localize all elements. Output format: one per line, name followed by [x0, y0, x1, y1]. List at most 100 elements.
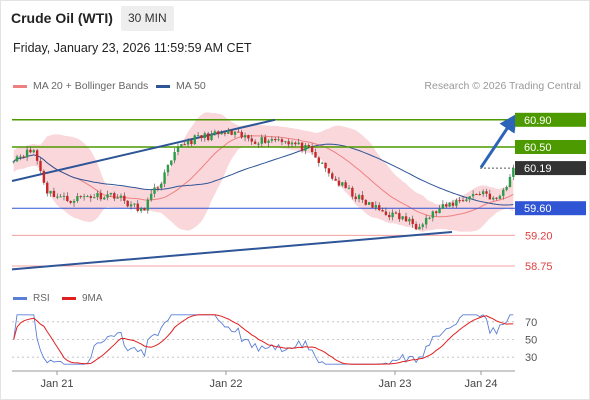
candle-body [160, 183, 163, 188]
bollinger-band-area [13, 112, 514, 232]
candle-body [206, 133, 210, 141]
candle-body [297, 142, 300, 145]
legend-item-rsi: RSI [13, 293, 50, 304]
price-levels [12, 119, 515, 267]
9ma-swatch-icon [62, 297, 76, 300]
upper-trendline [11, 118, 276, 182]
candle-body [394, 212, 398, 214]
trendlines [11, 118, 453, 271]
candles [12, 127, 515, 231]
legend-label-ma20: MA 20 + Bollinger Bands [33, 80, 149, 92]
candle-body [89, 196, 93, 198]
pivot-label: 59.60 [524, 203, 552, 215]
candle-body [317, 157, 321, 163]
last-price-label: 60.19 [524, 163, 552, 175]
candle-body [344, 182, 347, 189]
candle-body [451, 202, 455, 206]
candle-body [25, 149, 29, 158]
candle-body [341, 182, 344, 186]
candle-body [388, 214, 391, 218]
candle-body [247, 135, 250, 139]
legend-label-ma50: MA 50 [176, 80, 206, 92]
candle-body [92, 197, 96, 199]
candle-body [263, 137, 267, 143]
candle-body [220, 132, 223, 135]
candle-body [361, 195, 364, 200]
candle-body [267, 140, 270, 143]
candle-body [210, 134, 213, 141]
ma50-line [13, 143, 514, 206]
candle-body [193, 135, 196, 145]
candle-body [334, 178, 337, 181]
rsi-ma-line [13, 314, 514, 365]
legend-label-9ma: 9MA [82, 293, 103, 304]
candle-body [512, 168, 515, 177]
candle-body [505, 187, 508, 190]
candle-body [52, 190, 56, 198]
candle-body [35, 150, 39, 161]
timeframe-button[interactable]: 30 MIN [121, 6, 174, 31]
candle-body [66, 195, 69, 201]
candle-body [253, 141, 257, 144]
candle-body [72, 200, 76, 203]
candle-body [32, 150, 35, 153]
candle-body [200, 135, 203, 139]
candle-body [371, 202, 374, 208]
instrument-title: Crude Oil (WTI) [11, 10, 113, 26]
candle-body [418, 226, 421, 230]
candle-body [116, 197, 119, 199]
x-tick-label: Jan 21 [40, 378, 73, 390]
candle-body [240, 131, 243, 138]
candle-body [126, 200, 129, 207]
candle-body [351, 187, 354, 197]
candle-body [86, 196, 89, 198]
legend-item-ma50: MA 50 [156, 80, 206, 92]
candle-body [146, 199, 150, 211]
candle-body [314, 151, 317, 158]
bollinger-band [13, 112, 514, 232]
candle-body [79, 196, 82, 198]
candle-body [428, 217, 431, 219]
candle-body [15, 156, 19, 162]
candle-body [29, 149, 32, 153]
candle-body [22, 156, 25, 158]
candle-body [99, 193, 103, 200]
candle-body [431, 211, 435, 218]
candle-body [445, 204, 448, 207]
candle-body [166, 164, 170, 173]
rsi-tick-label: 70 [525, 317, 537, 329]
candle-body [434, 211, 438, 214]
candle-body [465, 199, 468, 201]
candle-body [56, 196, 59, 198]
candle-body [136, 203, 139, 211]
candle-body [347, 187, 351, 189]
support-label: 59.20 [525, 230, 553, 242]
pivot-label-bg [515, 201, 586, 216]
resistance-label-bg [515, 112, 586, 127]
candle-body [290, 142, 294, 145]
candle-body [123, 195, 126, 201]
candle-body [307, 145, 310, 147]
support-label: 58.75 [525, 261, 553, 273]
candle-body [170, 160, 173, 165]
candle-body [260, 137, 264, 144]
candle-body [203, 133, 207, 139]
ma20-line [13, 135, 514, 218]
candle-body [12, 161, 15, 163]
candle-body [300, 142, 304, 151]
resistance-label: 60.90 [524, 115, 552, 127]
candle-body [180, 144, 183, 148]
candle-body [257, 143, 260, 145]
candle-body [149, 193, 153, 200]
legend-item-ma20: MA 20 + Bollinger Bands [13, 80, 148, 92]
candle-body [287, 141, 290, 145]
candle-body [414, 224, 418, 230]
x-tick-label: Jan 23 [378, 378, 411, 390]
candle-body [139, 208, 143, 211]
x-tick-label: Jan 24 [464, 378, 497, 390]
candle-body [250, 138, 253, 142]
candle-body [62, 195, 66, 197]
research-credit: Research © 2026 Trading Central [424, 80, 581, 92]
candle-body [277, 139, 280, 141]
x-tick-label: Jan 22 [209, 378, 242, 390]
